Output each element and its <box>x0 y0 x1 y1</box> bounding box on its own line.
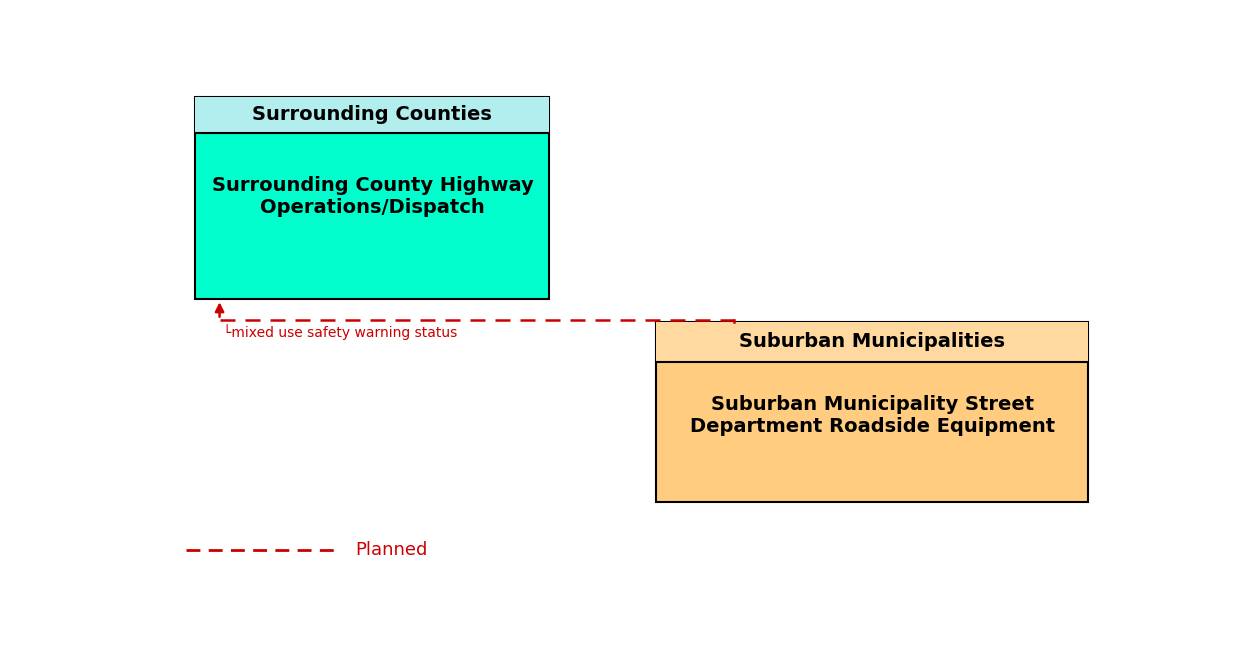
Text: Suburban Municipality Street
Department Roadside Equipment: Suburban Municipality Street Department … <box>690 395 1054 436</box>
Text: Surrounding County Highway
Operations/Dispatch: Surrounding County Highway Operations/Di… <box>212 176 533 217</box>
Bar <box>656 322 1088 362</box>
Bar <box>656 322 1088 502</box>
Text: Suburban Municipalities: Suburban Municipalities <box>739 332 1005 351</box>
Text: Surrounding Counties: Surrounding Counties <box>253 105 492 124</box>
Bar <box>195 97 550 133</box>
Text: └mixed use safety warning status: └mixed use safety warning status <box>223 324 458 340</box>
Bar <box>195 97 550 299</box>
Text: Planned: Planned <box>356 541 428 559</box>
